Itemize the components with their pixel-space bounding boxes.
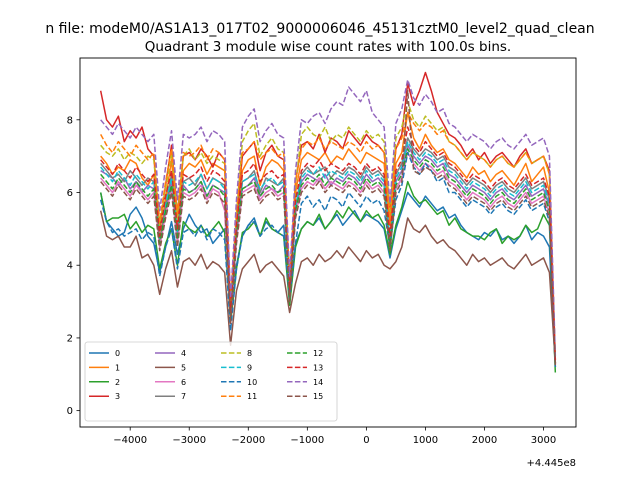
axes-frame bbox=[79, 57, 577, 428]
series-line-13 bbox=[100, 126, 557, 364]
x-tick-label: −2000 bbox=[231, 435, 265, 446]
x-tick-label: 1000 bbox=[413, 435, 438, 446]
x-axis-ticks: −4000 −3000 −2000 −1000 0 1000 2000 3000 bbox=[113, 427, 556, 446]
series-line-14 bbox=[100, 79, 557, 357]
y-tick-label: 2 bbox=[67, 333, 73, 344]
series-line-5 bbox=[99, 210, 557, 364]
x-tick-label: −4000 bbox=[113, 435, 147, 446]
legend-label-4: 4 bbox=[181, 349, 186, 358]
legend-label-1: 1 bbox=[115, 363, 120, 372]
y-tick-label: 6 bbox=[67, 188, 73, 199]
y-axis-ticks: 0 2 4 6 8 bbox=[67, 115, 80, 417]
legend-label-8: 8 bbox=[247, 349, 252, 358]
x-tick-label: −3000 bbox=[172, 435, 206, 446]
y-tick-label: 4 bbox=[67, 261, 73, 272]
legend-box bbox=[84, 341, 338, 422]
series-line-10 bbox=[99, 151, 557, 368]
figure-suptitle: n file: modeM0/AS1A13_017T02_9000006046_… bbox=[45, 21, 594, 37]
legend-label-0: 0 bbox=[115, 349, 120, 358]
legend-label-10: 10 bbox=[247, 378, 257, 387]
x-tick-label: 2000 bbox=[472, 435, 497, 446]
legend-label-7: 7 bbox=[181, 392, 186, 401]
legend-label-5: 5 bbox=[181, 363, 186, 372]
legend-label-12: 12 bbox=[313, 349, 323, 358]
chart-title: Quadrant 3 module wise count rates with … bbox=[145, 39, 511, 55]
legend-label-6: 6 bbox=[181, 378, 186, 387]
legend-label-11: 11 bbox=[247, 392, 257, 401]
series-line-12 bbox=[100, 148, 557, 364]
x-tick-label: 0 bbox=[363, 435, 369, 446]
legend-label-2: 2 bbox=[115, 378, 120, 387]
x-offset-text: +4.445e8 bbox=[526, 458, 576, 469]
legend-label-13: 13 bbox=[313, 363, 323, 372]
x-tick-label: 3000 bbox=[531, 435, 556, 446]
y-tick-label: 8 bbox=[67, 115, 73, 126]
legend-label-3: 3 bbox=[115, 392, 120, 401]
series-line-11 bbox=[100, 111, 557, 360]
y-tick-label: 0 bbox=[67, 406, 73, 417]
plot-area: −4000 −3000 −2000 −1000 0 1000 2000 3000 02468 … bbox=[67, 57, 577, 469]
series-lines bbox=[99, 71, 557, 373]
legend-label-15: 15 bbox=[313, 392, 323, 401]
legend-label-9: 9 bbox=[247, 363, 252, 372]
legend-label-14: 14 bbox=[313, 378, 323, 387]
series-line-15 bbox=[100, 89, 557, 366]
x-tick-label: −1000 bbox=[290, 435, 324, 446]
